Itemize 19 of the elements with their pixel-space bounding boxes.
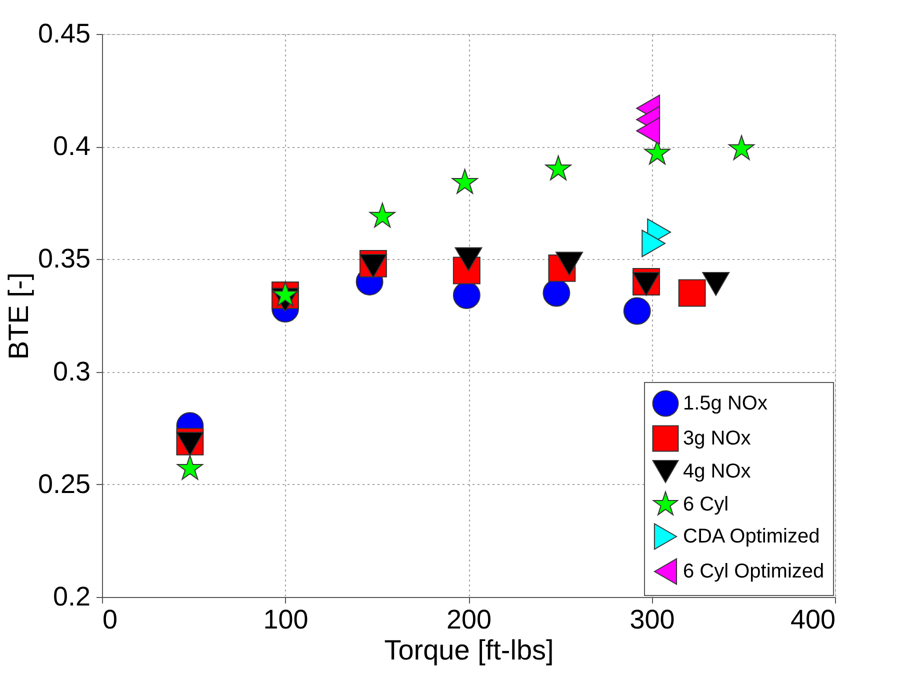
legend-label: 1.5g NOx [683,392,768,414]
y-tick-label: 0.3 [52,356,90,386]
legend-label: 3g NOx [683,428,751,450]
y-tick-label: 0.35 [38,244,90,274]
legend-label: CDA Optimized [683,526,820,548]
y-axis-title: BTE [-] [2,272,34,360]
y-tick-label: 0.2 [52,582,90,612]
legend-label: 6 Cyl Optimized [683,560,824,582]
legend-label: 4g NOx [683,460,751,482]
x-tick-label: 100 [263,604,308,634]
x-tick-label: 0 [102,604,118,634]
y-tick-label: 0.25 [38,468,90,499]
x-tick-label: 200 [446,604,492,634]
legend-label: 6 Cyl [683,494,729,516]
y-tick-label: 0.45 [38,18,90,48]
y-tick-label: 0.4 [52,131,90,162]
x-tick-label: 300 [630,604,675,634]
x-axis-title: Torque [ft-lbs] [384,634,554,666]
x-tick-label: 400 [790,604,836,634]
